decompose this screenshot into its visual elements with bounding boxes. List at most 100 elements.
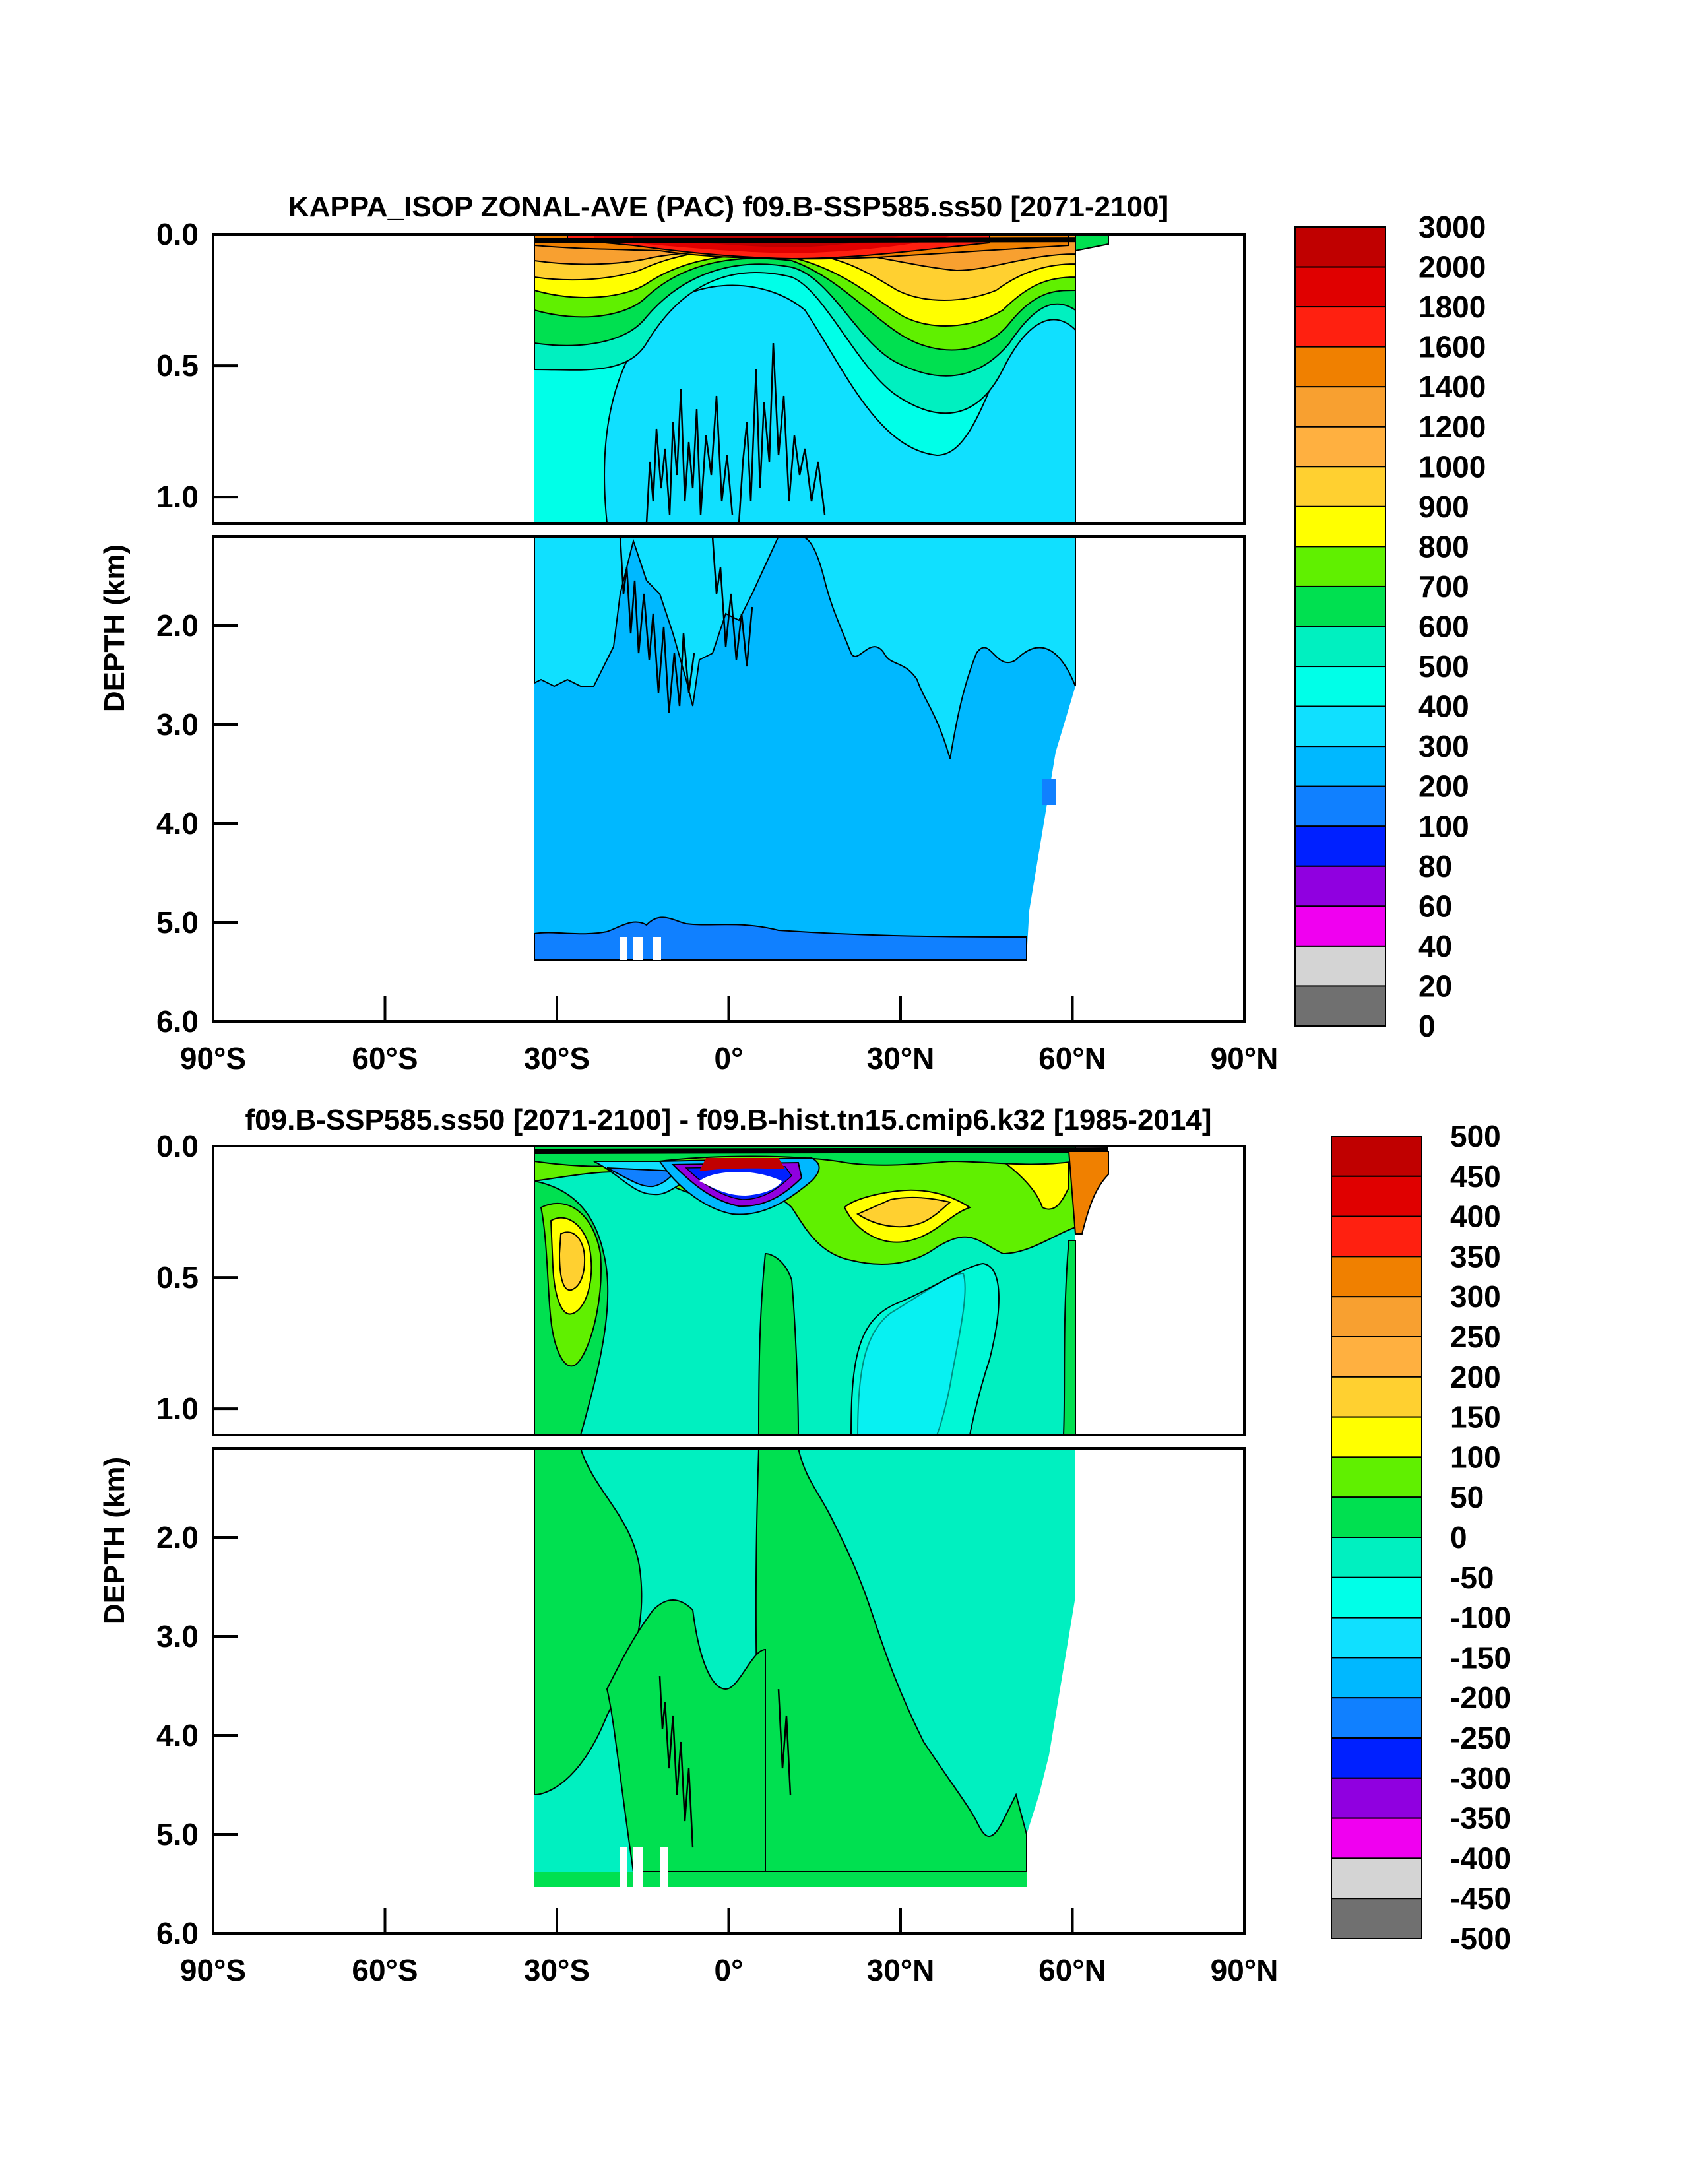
panel-b: f09.B-SSP585.ss50 [2071-2100] - f09.B-hi… <box>98 1104 1511 1987</box>
colorbar-label: -300 <box>1450 1761 1511 1795</box>
x-tick-label: 0° <box>715 1041 744 1076</box>
x-tick-label: 60°N <box>1038 1953 1106 1987</box>
colorbar-swatch <box>1331 1456 1422 1498</box>
colorbar-label: 300 <box>1418 729 1469 763</box>
panel-b-y-axis: 0.0 0.5 1.0 2.0 3.0 4.0 5.0 6.0 <box>156 1129 238 1950</box>
x-tick-label: 0° <box>715 1953 744 1987</box>
colorbar-label: 250 <box>1450 1320 1501 1354</box>
colorbar-swatch <box>1331 1576 1422 1619</box>
x-tick-label: 30°N <box>867 1953 935 1987</box>
colorbar-label: 100 <box>1450 1440 1501 1474</box>
colorbar-swatch <box>1294 705 1386 748</box>
y-tick-label: 5.0 <box>156 905 199 940</box>
y-tick-label: 4.0 <box>156 806 199 841</box>
x-tick-label: 90°S <box>180 1041 246 1076</box>
colorbar-swatch <box>1331 1777 1422 1819</box>
colorbar-swatch <box>1294 985 1386 1027</box>
colorbar-label: 200 <box>1450 1360 1501 1394</box>
x-tick-label: 60°N <box>1038 1041 1106 1076</box>
y-tick-label: 3.0 <box>156 707 199 742</box>
colorbar-swatch <box>1294 226 1386 268</box>
y-tick-label: 6.0 <box>156 1004 199 1039</box>
x-tick-label: 90°N <box>1211 1953 1279 1987</box>
panel-a-x-axis: 90°S 60°S 30°S 0° 30°N 60°N 90°N <box>180 996 1279 1076</box>
colorbar-label: -50 <box>1450 1560 1494 1595</box>
colorbar-label: 0 <box>1418 1009 1436 1043</box>
colorbar-swatch <box>1331 1697 1422 1739</box>
x-tick-label: 90°N <box>1211 1041 1279 1076</box>
panel-a-ylabel: DEPTH (km) <box>98 544 131 712</box>
colorbar-swatch <box>1294 426 1386 468</box>
colorbar-swatch <box>1331 1617 1422 1659</box>
y-tick-label: 0.0 <box>156 1129 199 1163</box>
panel-a-lower-field <box>534 536 1076 961</box>
colorbar-swatch <box>1331 1817 1422 1859</box>
colorbar-label: 100 <box>1418 809 1469 843</box>
y-tick-label: 0.5 <box>156 1260 199 1295</box>
y-tick-label: 1.0 <box>156 480 199 514</box>
y-tick-label: 6.0 <box>156 1916 199 1950</box>
colorbar-swatch <box>1294 905 1386 947</box>
x-tick-label: 30°S <box>524 1041 590 1076</box>
colorbar-swatch <box>1294 825 1386 867</box>
colorbar-swatch <box>1331 1296 1422 1337</box>
colorbar-swatch <box>1331 1175 1422 1217</box>
colorbar-swatch <box>1294 666 1386 707</box>
colorbar-swatch <box>1294 386 1386 428</box>
y-tick-label: 5.0 <box>156 1817 199 1851</box>
colorbar-label: 400 <box>1450 1200 1501 1234</box>
colorbar-label: 900 <box>1418 490 1469 524</box>
colorbar-swatch <box>1294 306 1386 348</box>
x-tick-label: 60°S <box>352 1953 418 1987</box>
colorbar-swatch <box>1331 1898 1422 1939</box>
colorbar-label: 300 <box>1450 1279 1501 1314</box>
colorbar-label: 500 <box>1450 1119 1501 1153</box>
y-tick-label: 3.0 <box>156 1619 199 1654</box>
panel-b-colorbar: 500450400350300250200150100500-50-100-15… <box>1331 1119 1511 1956</box>
panel-b-ylabel: DEPTH (km) <box>98 1457 131 1624</box>
colorbar-label: -450 <box>1450 1881 1511 1915</box>
colorbar-swatch <box>1294 865 1386 907</box>
colorbar-swatch <box>1294 785 1386 827</box>
panel-a-title: KAPPA_ISOP ZONAL-AVE (PAC) f09.B-SSP585.… <box>288 191 1168 223</box>
colorbar-swatch <box>1331 1537 1422 1578</box>
colorbar-swatch <box>1331 1496 1422 1538</box>
colorbar-label: 1800 <box>1418 290 1486 324</box>
colorbar-swatch <box>1331 1215 1422 1258</box>
colorbar-label: 3000 <box>1418 210 1486 244</box>
colorbar-label: -200 <box>1450 1681 1511 1715</box>
colorbar-label: -350 <box>1450 1801 1511 1836</box>
colorbar-label: 350 <box>1450 1239 1501 1273</box>
colorbar-label: -400 <box>1450 1841 1511 1875</box>
x-tick-label: 60°S <box>352 1041 418 1076</box>
x-tick-label: 30°S <box>524 1953 590 1987</box>
colorbar-label: 1200 <box>1418 410 1486 444</box>
panel-a-y-axis: 0.0 0.5 1.0 2.0 3.0 4.0 5.0 6.0 <box>156 217 238 1039</box>
colorbar-swatch <box>1294 466 1386 507</box>
colorbar-label: 60 <box>1418 889 1452 923</box>
colorbar-swatch <box>1331 1857 1422 1900</box>
colorbar-label: 2000 <box>1418 250 1486 284</box>
panel-a: KAPPA_ISOP ZONAL-AVE (PAC) f09.B-SSP585.… <box>98 191 1486 1076</box>
colorbar-label: 700 <box>1418 569 1469 604</box>
y-tick-label: 1.0 <box>156 1392 199 1426</box>
colorbar-label: 1000 <box>1418 449 1486 484</box>
panel-b-upper-field <box>534 1146 1109 1435</box>
colorbar-label: 450 <box>1450 1159 1501 1194</box>
colorbar-swatch <box>1331 1336 1422 1378</box>
colorbar-swatch <box>1331 1657 1422 1699</box>
colorbar-swatch <box>1294 346 1386 388</box>
colorbar-label: 1600 <box>1418 330 1486 364</box>
y-tick-label: 0.5 <box>156 348 199 383</box>
colorbar-label: -500 <box>1450 1921 1511 1956</box>
x-tick-label: 30°N <box>867 1041 935 1076</box>
colorbar-label: -150 <box>1450 1640 1511 1675</box>
colorbar-swatch <box>1294 266 1386 308</box>
colorbar-label: 0 <box>1450 1520 1467 1555</box>
colorbar-label: 20 <box>1418 969 1452 1003</box>
colorbar-swatch <box>1294 626 1386 668</box>
colorbar-label: 150 <box>1450 1400 1501 1434</box>
colorbar-label: 50 <box>1450 1480 1484 1514</box>
colorbar-swatch <box>1294 945 1386 987</box>
